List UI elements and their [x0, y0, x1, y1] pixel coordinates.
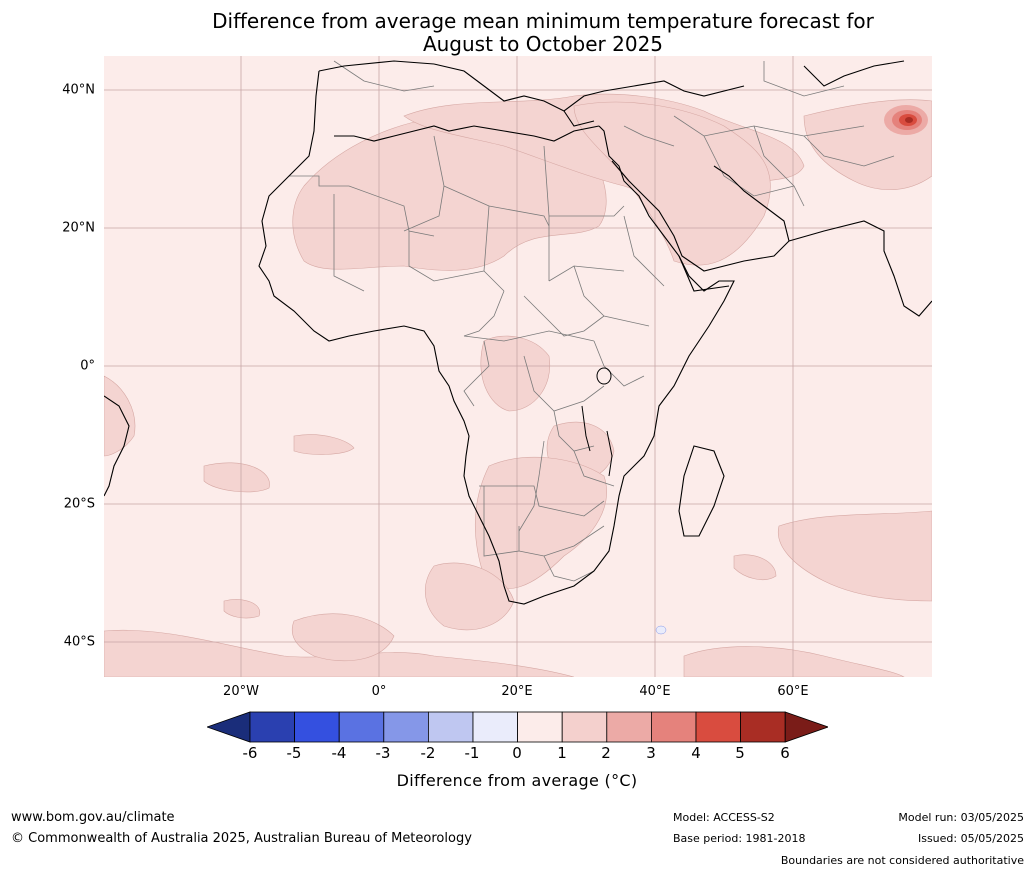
colorbar-tick-1: 1 [557, 744, 567, 762]
footer-website: www.bom.gov.au/climate [11, 810, 175, 825]
lon-label-20w: 20°W [223, 684, 259, 699]
colorbar-tick-0: 0 [512, 744, 522, 762]
country-borders [289, 60, 895, 582]
lon-label-20e: 20°E [501, 684, 533, 699]
colorbar-segment [338, 711, 385, 743]
colorbar-tick-4: 4 [691, 744, 701, 762]
colorbar-tick-neg3: -3 [375, 744, 391, 762]
chart-title: Difference from average mean minimum tem… [0, 10, 1035, 56]
anomaly-hotspot [884, 105, 928, 135]
colorbar-segment [472, 711, 518, 743]
colorbar-tick-neg6: -6 [242, 744, 258, 762]
footer-base-period: Base period: 1981-2018 [673, 832, 806, 845]
colorbar-segment [650, 711, 697, 743]
lat-label-20s: 20°S [63, 496, 95, 512]
colorbar-segment [294, 711, 340, 743]
footer-boundaries-note: Boundaries are not considered authoritat… [780, 854, 1024, 867]
lat-label-40n: 40°N [62, 82, 95, 98]
colorbar-label: Difference from average (°C) [396, 771, 638, 790]
colorbar-tick-5: 5 [735, 744, 745, 762]
lat-label-40s: 40°S [63, 634, 95, 650]
colorbar-tick-neg2: -2 [420, 744, 436, 762]
coastlines [104, 60, 932, 605]
colorbar [207, 711, 828, 743]
colorbar-tick-2: 2 [601, 744, 611, 762]
colorbar-tick-3: 3 [646, 744, 656, 762]
footer-copyright: © Commonwealth of Australia 2025, Austra… [11, 831, 472, 846]
title-line-2: August to October 2025 [422, 32, 664, 56]
colorbar-segment [427, 711, 474, 743]
lon-label-40e: 40°E [639, 684, 671, 699]
colorbar-tick-neg4: -4 [331, 744, 347, 762]
footer-issued: Issued: 05/05/2025 [917, 832, 1024, 845]
colorbar-segment [383, 711, 429, 743]
colorbar-segment [695, 711, 741, 743]
lon-label-0: 0° [371, 684, 387, 699]
footer-model-run: Model run: 03/05/2025 [898, 811, 1024, 824]
colorbar-tick-neg5: -5 [286, 744, 302, 762]
colorbar-segment [561, 711, 608, 743]
lakes [581, 367, 613, 477]
map-panel [104, 56, 932, 677]
title-line-1: Difference from average mean minimum tem… [212, 9, 874, 33]
graticule [104, 56, 932, 677]
lat-label-0: 0° [80, 358, 95, 374]
footer-model: Model: ACCESS-S2 [673, 811, 775, 824]
colorbar-tick-neg1: -1 [464, 744, 480, 762]
colorbar-extend-low [207, 711, 251, 743]
colorbar-segment [606, 711, 652, 743]
lat-label-20n: 20°N [62, 220, 95, 236]
anomaly-negative-patch [655, 625, 667, 635]
colorbar-segment [517, 711, 563, 743]
colorbar-extend-high [784, 711, 828, 743]
colorbar-segment [740, 711, 786, 743]
colorbar-tick-6: 6 [780, 744, 790, 762]
map-canvas [104, 56, 932, 677]
lon-label-60e: 60°E [777, 684, 809, 699]
colorbar-segment [249, 711, 295, 743]
